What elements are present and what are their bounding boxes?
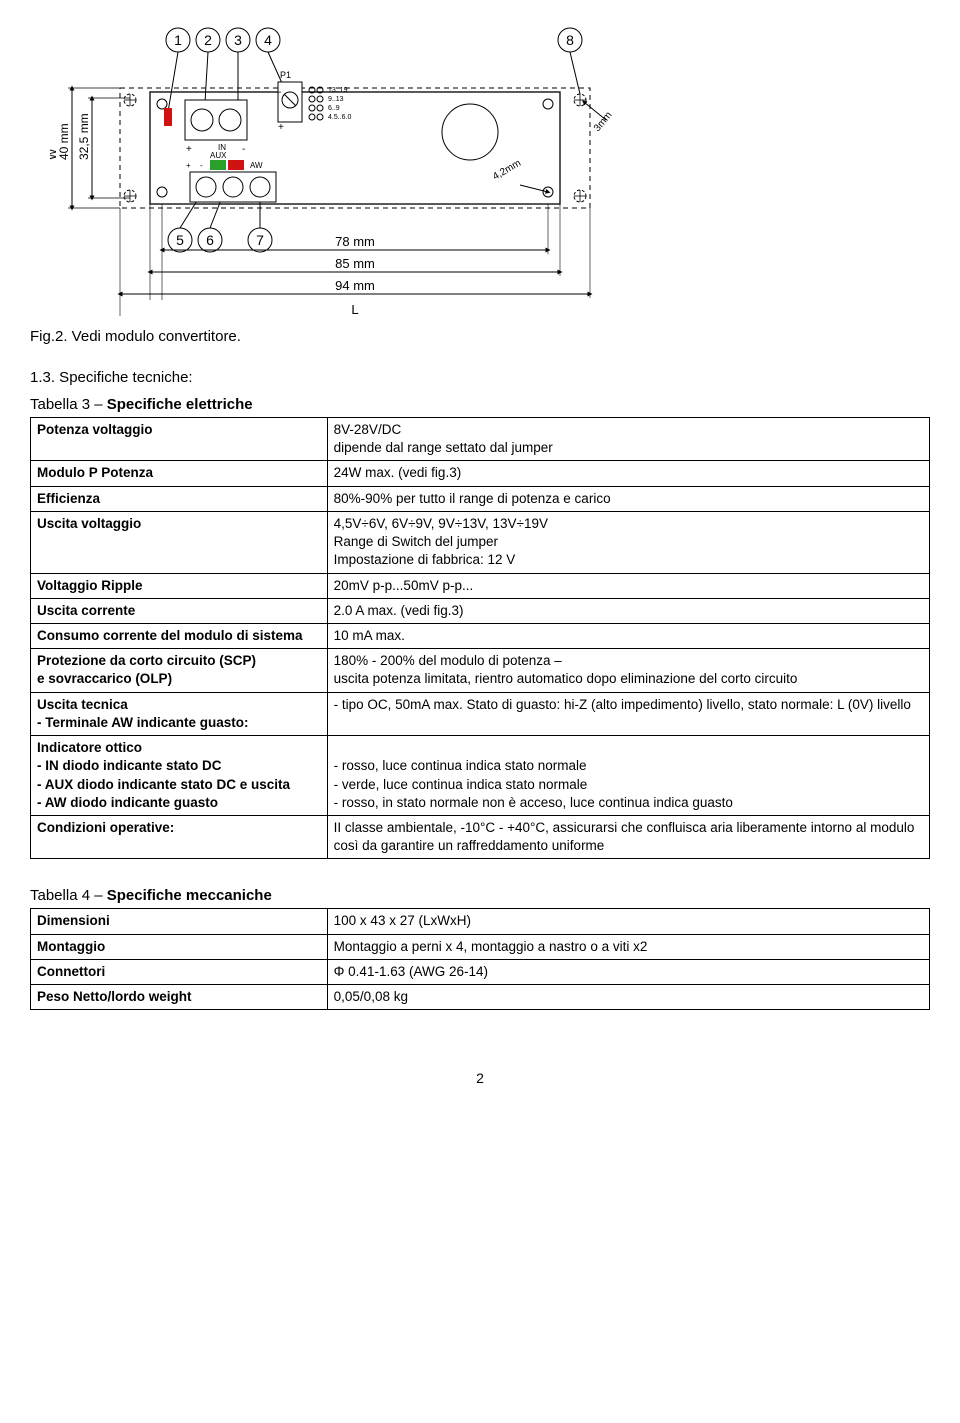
aw-label: AW (250, 161, 263, 170)
callout-8: 8 (558, 28, 582, 94)
callout-7: 7 (248, 198, 272, 252)
svg-text:4.5..6.0: 4.5..6.0 (328, 114, 351, 121)
table-row-key: Uscita corrente (31, 598, 328, 623)
svg-text:6: 6 (206, 232, 214, 248)
aux-label: AUX (210, 151, 227, 160)
table-row-value: Φ 0.41-1.63 (AWG 26-14) (327, 959, 929, 984)
table-row-key: Protezione da corto circuito (SCP)e sovr… (31, 649, 328, 692)
table-row-value: II classe ambientale, -10°C - +40°C, ass… (327, 815, 929, 858)
dim-94mm: 94 mm (335, 278, 375, 293)
table-row-key: Connettori (31, 959, 328, 984)
table-row-value: - tipo OC, 50mA max. Stato di guasto: hi… (327, 692, 929, 735)
table-row-key: Peso Netto/lordo weight (31, 985, 328, 1010)
callout-3: 3 (226, 28, 250, 102)
svg-text:1: 1 (174, 32, 182, 48)
dim-32mm: 32,5 mm (77, 113, 91, 160)
svg-text:9..13: 9..13 (328, 96, 344, 103)
table-3-caption: Tabella 3 – Specifiche elettriche (30, 396, 930, 413)
dim-4-2mm: 4,2mm (491, 158, 523, 183)
dim-3mm: 3mm (592, 110, 615, 134)
table-row-value: 2.0 A max. (vedi fig.3) (327, 598, 929, 623)
aux-plus: + (186, 161, 191, 170)
callout-1: 1 (166, 28, 190, 112)
table-4-caption: Tabella 4 – Specifiche meccaniche (30, 887, 930, 904)
aw-led-red (228, 160, 244, 170)
table-row-key: Condizioni operative: (31, 815, 328, 858)
table-row-value: Montaggio a perni x 4, montaggio a nastr… (327, 934, 929, 959)
svg-text:2: 2 (204, 32, 212, 48)
in-plus: + (186, 144, 192, 155)
svg-text:8: 8 (566, 32, 574, 48)
svg-text:3: 3 (234, 32, 242, 48)
table-4: Dimensioni100 x 43 x 27 (LxWxH)Montaggio… (30, 908, 930, 1010)
dim-85mm: 85 mm (335, 256, 375, 271)
svg-text:7: 7 (256, 232, 264, 248)
table-row-key: Modulo P Potenza (31, 461, 328, 486)
table-row-key: Montaggio (31, 934, 328, 959)
capacitor-icon (442, 104, 498, 160)
figure-2-diagram: W 40 mm 32,5 mm 1 2 3 (50, 20, 650, 320)
callout-2: 2 (196, 28, 220, 102)
dim-78mm: 78 mm (335, 234, 375, 249)
table-row-key: Potenza voltaggio (31, 418, 328, 461)
out-terminal-block (190, 172, 276, 202)
svg-text:+: + (278, 122, 284, 133)
svg-text:P1: P1 (280, 70, 291, 80)
table-row-value: 0,05/0,08 kg (327, 985, 929, 1010)
svg-text:6..9: 6..9 (328, 105, 340, 112)
svg-text:13..19: 13..19 (328, 87, 348, 94)
dim-40mm: 40 mm (57, 123, 71, 160)
table-row-value: 180% - 200% del modulo di potenza –uscit… (327, 649, 929, 692)
page-number: 2 (30, 1070, 930, 1086)
p1-trimmer: P1 - + (278, 70, 302, 133)
in-led-red (164, 108, 172, 126)
in-minus: - (242, 144, 245, 155)
svg-text:4: 4 (264, 32, 272, 48)
in-terminal-block (185, 100, 247, 140)
table-row-value: 8V-28V/DCdipende dal range settato dal j… (327, 418, 929, 461)
aux-led-green (210, 160, 226, 170)
table-row-key: Dimensioni (31, 909, 328, 934)
table-row-value: 24W max. (vedi fig.3) (327, 461, 929, 486)
table-row-key: Voltaggio Ripple (31, 573, 328, 598)
table-row-key: Indicatore ottico- IN diodo indicante st… (31, 736, 328, 816)
table-row-value: 20mV p-p...50mV p-p... (327, 573, 929, 598)
table-row-key: Uscita tecnica- Terminale AW indicante g… (31, 692, 328, 735)
label-l: L (351, 302, 358, 317)
section-1-3-heading: 1.3. Specifiche tecniche: (30, 369, 930, 386)
table-3: Potenza voltaggio8V-28V/DCdipende dal ra… (30, 417, 930, 859)
table-row-key: Consumo corrente del modulo di sistema (31, 623, 328, 648)
table-row-value: 4,5V÷6V, 6V÷9V, 9V÷13V, 13V÷19VRange di … (327, 511, 929, 573)
table-row-value: 10 mA max. (327, 623, 929, 648)
table-row-value: - rosso, luce continua indica stato norm… (327, 736, 929, 816)
table-row-key: Efficienza (31, 486, 328, 511)
table-row-value: 80%-90% per tutto il range di potenza e … (327, 486, 929, 511)
table-row-value: 100 x 43 x 27 (LxWxH) (327, 909, 929, 934)
table-row-key: Uscita voltaggio (31, 511, 328, 573)
svg-text:5: 5 (176, 232, 184, 248)
aux-minus: - (200, 161, 203, 170)
svg-text:-: - (278, 87, 281, 98)
figure-2-caption: Fig.2. Vedi modulo convertitore. (30, 328, 930, 345)
